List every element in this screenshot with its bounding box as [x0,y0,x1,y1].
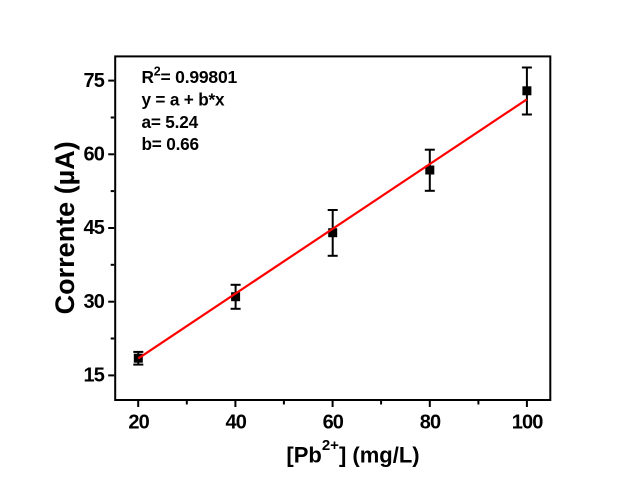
svg-text:R2= 0.99801: R2= 0.99801 [142,65,238,88]
svg-text:100: 100 [512,411,543,433]
svg-text:15: 15 [84,365,105,387]
svg-text:a= 5.24: a= 5.24 [142,112,199,132]
svg-text:60: 60 [323,411,344,433]
svg-text:45: 45 [84,217,105,239]
svg-text:40: 40 [225,411,246,433]
svg-text:75: 75 [84,70,105,92]
svg-text:y = a + b*x: y = a + b*x [142,89,225,109]
svg-text:[Pb2+] (mg/L): [Pb2+] (mg/L) [286,437,419,467]
svg-text:Corrente (µA): Corrente (µA) [50,141,80,314]
svg-text:60: 60 [84,144,105,166]
svg-text:30: 30 [84,291,105,313]
svg-text:80: 80 [420,411,441,433]
svg-text:20: 20 [128,411,149,433]
svg-text:b= 0.66: b= 0.66 [142,134,199,154]
